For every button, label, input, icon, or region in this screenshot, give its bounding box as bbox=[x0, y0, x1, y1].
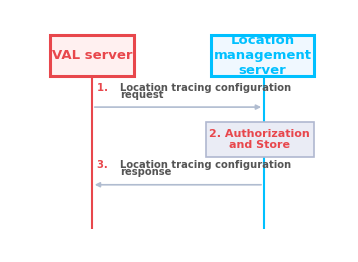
Text: VAL server: VAL server bbox=[52, 49, 132, 62]
FancyBboxPatch shape bbox=[211, 35, 314, 76]
Text: 3.: 3. bbox=[97, 160, 112, 170]
Text: response: response bbox=[120, 167, 171, 177]
Text: 2. Authorization
and Store: 2. Authorization and Store bbox=[209, 129, 310, 150]
Text: 1.: 1. bbox=[97, 83, 112, 93]
Text: Location
management
server: Location management server bbox=[214, 34, 311, 77]
Text: Location tracing configuration: Location tracing configuration bbox=[120, 160, 291, 170]
Text: Location tracing configuration: Location tracing configuration bbox=[120, 83, 291, 93]
FancyBboxPatch shape bbox=[205, 122, 314, 156]
FancyBboxPatch shape bbox=[50, 35, 134, 76]
Text: request: request bbox=[120, 90, 164, 100]
